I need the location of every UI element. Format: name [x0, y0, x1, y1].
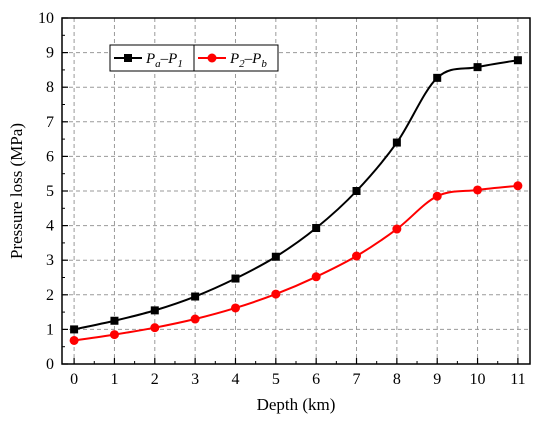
data-point-circle: [513, 181, 523, 191]
data-point-circle: [190, 314, 200, 324]
legend-label-part: –: [244, 51, 253, 67]
x-tick-label: 2: [151, 371, 159, 388]
x-tick-label: 1: [110, 371, 118, 388]
legend-label-part: a: [155, 58, 161, 70]
series-lines: [73, 59, 519, 342]
y-tick-label: 3: [46, 252, 54, 269]
y-tick-label: 0: [46, 356, 54, 373]
data-point-square: [150, 306, 159, 315]
data-point-square: [473, 63, 482, 72]
ticks: [62, 17, 519, 365]
y-tick-label: 9: [46, 45, 54, 62]
x-tick-label: 6: [312, 371, 320, 388]
data-point-square: [392, 138, 401, 147]
y-tick-label: 2: [46, 287, 54, 304]
data-point-circle: [69, 335, 79, 345]
legend-label-part: P: [167, 51, 177, 67]
data-point-square: [110, 316, 119, 325]
data-point-square: [70, 325, 79, 334]
legend: Pa–P1 P2–Pb: [109, 44, 279, 72]
x-tick-label: 11: [510, 371, 525, 388]
x-tick-label: 3: [191, 371, 199, 388]
x-tick-label: 10: [470, 371, 486, 388]
grid: [62, 17, 530, 365]
legend-label-part: b: [261, 58, 267, 70]
markers: [69, 56, 523, 345]
x-tick-label: 4: [231, 371, 239, 388]
series-line-1: [73, 184, 518, 342]
data-point-square: [513, 56, 522, 65]
data-point-circle: [230, 303, 240, 313]
x-tick-label: 5: [272, 371, 280, 388]
data-point-square: [312, 224, 321, 233]
y-axis-title: Pressure loss (MPa): [7, 123, 26, 259]
y-tick-label: 5: [46, 183, 54, 200]
data-point-square: [352, 187, 361, 195]
tick-labels: 0 1 2 3 4 5 6 7 8 9 10 11 0 1 2 3 4 5 6 7 8 9 10: [38, 10, 526, 388]
data-point-square: [433, 73, 442, 82]
y-tick-label: 8: [46, 79, 54, 96]
data-point-circle: [473, 185, 483, 195]
data-point-circle: [109, 330, 119, 340]
x-tick-label: 9: [433, 371, 441, 388]
legend-label: Pa–P1: [145, 51, 183, 70]
y-tick-label: 10: [38, 10, 54, 27]
series-line-0: [73, 59, 519, 331]
y-tick-label: 4: [46, 218, 54, 235]
legend-marker-circle: [207, 53, 217, 63]
data-point-circle: [432, 191, 442, 201]
data-point-circle: [392, 224, 402, 234]
data-point-circle: [352, 251, 362, 261]
data-point-square: [271, 252, 280, 261]
data-point-circle: [150, 323, 160, 333]
y-tick-label: 1: [46, 321, 54, 338]
legend-label-part: P: [251, 51, 261, 67]
data-point-square: [191, 292, 200, 301]
legend-label: P2–Pb: [229, 51, 267, 70]
legend-label-part: –: [160, 51, 169, 67]
legend-label-part: 1: [177, 58, 183, 70]
legend-label-part: P: [229, 51, 239, 67]
x-tick-label: 7: [353, 371, 361, 388]
y-tick-label: 6: [46, 148, 54, 165]
data-point-circle: [311, 272, 321, 282]
legend-label-part: P: [145, 51, 155, 67]
x-tick-label: 0: [70, 371, 78, 388]
x-axis-title: Depth (km): [257, 395, 336, 414]
legend-marker-square: [124, 54, 132, 62]
data-point-square: [231, 274, 240, 283]
x-tick-label: 8: [393, 371, 401, 388]
y-tick-label: 7: [46, 114, 54, 131]
data-point-circle: [271, 289, 281, 299]
legend-label-part: 2: [239, 58, 245, 70]
